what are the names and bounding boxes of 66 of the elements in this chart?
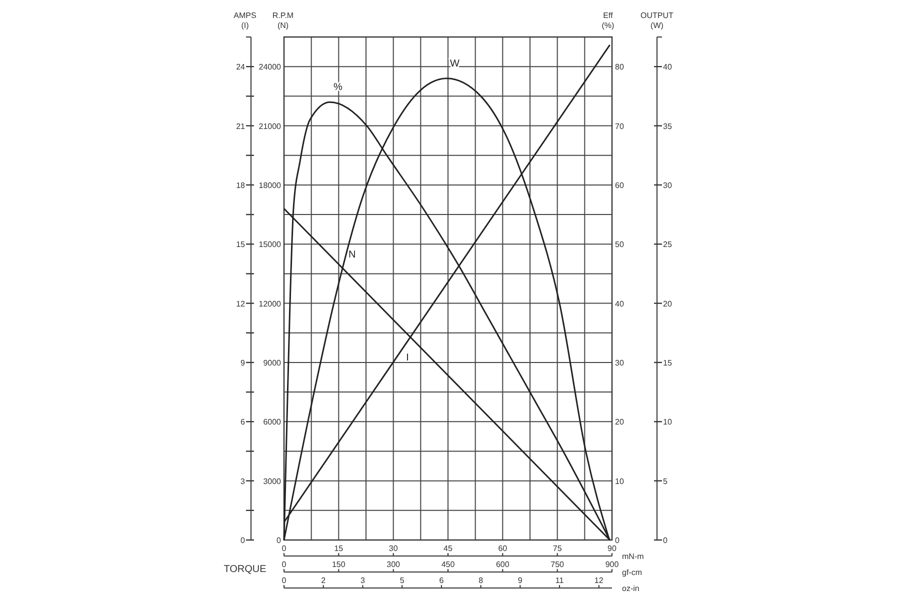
x-tick-label: 3: [360, 576, 366, 585]
series-label: I: [406, 352, 409, 364]
y2-tick-label: 30: [615, 358, 624, 368]
x-tick-label: 11: [555, 576, 564, 585]
text: TORQUE: [224, 564, 267, 575]
y-tick-label: 5: [663, 476, 668, 486]
x2-tick-label: 300: [386, 560, 401, 569]
y2-tick-label: 0: [615, 536, 620, 545]
y2-tick-label: 60: [615, 180, 624, 190]
x-axis-title: oz-in: [622, 584, 640, 593]
y3-tick-label: 6: [240, 418, 246, 427]
y-tick-label: 12000: [258, 299, 282, 308]
y2-tick-label: 20: [615, 418, 624, 427]
y2-axis-title: Eff (%): [602, 11, 615, 30]
x2-axis-title: gf-cm: [622, 568, 642, 577]
x-tick-label: 90: [608, 544, 617, 553]
y-tick-label: 9000: [263, 358, 282, 368]
x2-tick-label: 900: [605, 560, 620, 569]
y-tick-label: 35: [663, 122, 672, 131]
y2-tick-label: 40: [615, 299, 624, 308]
x-tick-label: 6: [439, 576, 444, 585]
x-tick-label: 12: [594, 576, 604, 585]
y-tick-label: 21000: [258, 122, 282, 131]
x-tick-label: 15: [334, 544, 344, 553]
y3-tick-label: 9: [240, 358, 246, 368]
y-tick-label: 0: [663, 536, 668, 545]
y-tick-label: 15: [663, 358, 672, 368]
y3-tick-label: 3: [240, 476, 246, 486]
y-axis-title: OUTPUT (W): [640, 11, 674, 30]
x-tick-label: 8: [478, 576, 484, 585]
x-tick-label: 9: [518, 576, 523, 585]
x-tick-label: 60: [498, 544, 508, 553]
y-tick-label: 10: [663, 418, 672, 427]
y3-tick-label: 18: [236, 180, 246, 190]
x-tick-label: 5: [400, 576, 405, 585]
y3-tick-label: 12: [236, 299, 246, 308]
y2-tick-label: 80: [615, 62, 624, 72]
series-label: N: [348, 250, 356, 261]
y-tick-label: 18000: [258, 180, 282, 190]
y-tick-label: 20: [663, 299, 672, 308]
y2-tick-label: 10: [615, 476, 624, 486]
y3-tick-label: 0: [240, 536, 246, 545]
y-tick-label: 6000: [263, 418, 282, 427]
y-tick-label: 24000: [258, 62, 282, 72]
x2-tick-label: 750: [550, 560, 565, 569]
x-axis-title: mN-m: [622, 552, 644, 561]
y-tick-label: 25: [663, 240, 672, 250]
y-tick-label: 3000: [263, 476, 282, 486]
x2-tick-label: 150: [332, 560, 346, 569]
y-tick-label: 30: [663, 180, 672, 190]
y3-tick-label: 15: [236, 240, 246, 250]
y2-tick-label: 70: [615, 122, 624, 131]
x-tick-label: 30: [388, 544, 398, 553]
x2-tick-label: 600: [496, 560, 510, 569]
y2-tick-label: 50: [615, 240, 624, 250]
x-tick-label: 75: [552, 544, 562, 553]
x2-tick-label: 450: [441, 560, 456, 569]
y3-tick-label: 21: [236, 122, 246, 131]
y-tick-label: 15000: [258, 240, 282, 250]
y3-tick-label: 24: [236, 62, 246, 72]
y3-axis-title: AMPS (I): [234, 11, 256, 30]
x-tick-label: 2: [321, 576, 326, 585]
y-axis-title: R.P.M (N): [272, 11, 294, 30]
y-tick-label: 40: [663, 62, 672, 72]
x-tick-label: 45: [444, 544, 453, 553]
y-tick-label: 0: [276, 536, 282, 545]
